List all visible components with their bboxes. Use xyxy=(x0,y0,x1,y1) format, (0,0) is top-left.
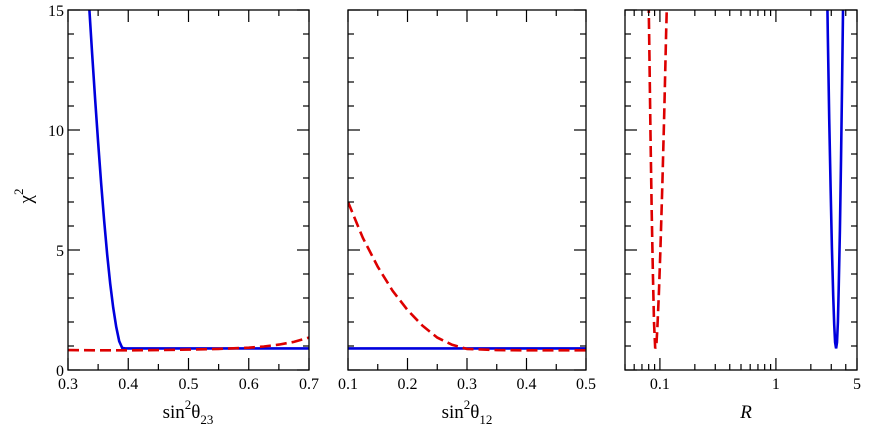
x-tick-label: 0.7 xyxy=(299,376,319,393)
panel-R-frame xyxy=(624,9,858,371)
x-tick-label: 0.5 xyxy=(179,376,199,393)
dashed-red-curve xyxy=(647,10,669,349)
x-tick-label: 1 xyxy=(772,376,780,393)
panel-theta12-tick-labels: 0.1 0.2 0.3 0.4 0.5 xyxy=(338,376,596,393)
panel-theta12-frame xyxy=(347,9,587,371)
solid-blue-curve xyxy=(88,10,309,350)
y-tick-label: 15 xyxy=(48,3,64,20)
y-tick-label: 5 xyxy=(56,243,64,260)
panel-theta23-ticks xyxy=(67,9,310,371)
x-tick-label: 0.4 xyxy=(517,376,537,393)
x-tick-label: 0.3 xyxy=(58,376,78,393)
panel-R-curves xyxy=(647,10,845,349)
panel-R-tick-labels: 0.1 1 5 xyxy=(650,376,861,393)
panel-theta12-ticks xyxy=(347,9,587,371)
panel-theta12: 0.1 0.2 0.3 0.4 0.5 sin2θ12 xyxy=(338,9,596,427)
x-tick-label: 0.5 xyxy=(576,376,596,393)
panel-theta12-x-label: sin2θ12 xyxy=(442,397,493,427)
panel-theta23-x-label: sin2θ23 xyxy=(163,397,214,427)
y-axis-label: χ2 xyxy=(11,189,37,205)
panel-theta23-frame xyxy=(67,9,310,371)
x-tick-label: 0.6 xyxy=(239,376,259,393)
dashed-red-curve xyxy=(68,336,309,352)
solid-blue-curve xyxy=(826,10,845,349)
panel-theta23-curves xyxy=(68,10,309,352)
x-tick-label: 0.1 xyxy=(650,376,670,393)
y-tick-label: 10 xyxy=(48,123,64,140)
x-tick-label: 0.3 xyxy=(457,376,477,393)
panel-theta23-tick-labels: 0.3 0.4 0.5 0.6 0.7 0 5 10 15 xyxy=(48,3,319,393)
x-tick-label: 0.2 xyxy=(398,376,418,393)
x-tick-label: 5 xyxy=(853,376,861,393)
dashed-red-curve xyxy=(348,201,586,352)
x-tick-label: 0.1 xyxy=(338,376,358,393)
panel-theta23: 0.3 0.4 0.5 0.6 0.7 0 5 10 15 sin2θ23 χ2 xyxy=(11,3,319,427)
y-tick-label: 0 xyxy=(56,363,64,380)
panel-R: 0.1 1 5 R xyxy=(624,9,861,423)
panel-R-ticks xyxy=(624,9,858,371)
x-tick-label: 0.4 xyxy=(118,376,138,393)
panel-R-x-label: R xyxy=(739,402,752,423)
panel-theta12-curves xyxy=(348,201,586,352)
